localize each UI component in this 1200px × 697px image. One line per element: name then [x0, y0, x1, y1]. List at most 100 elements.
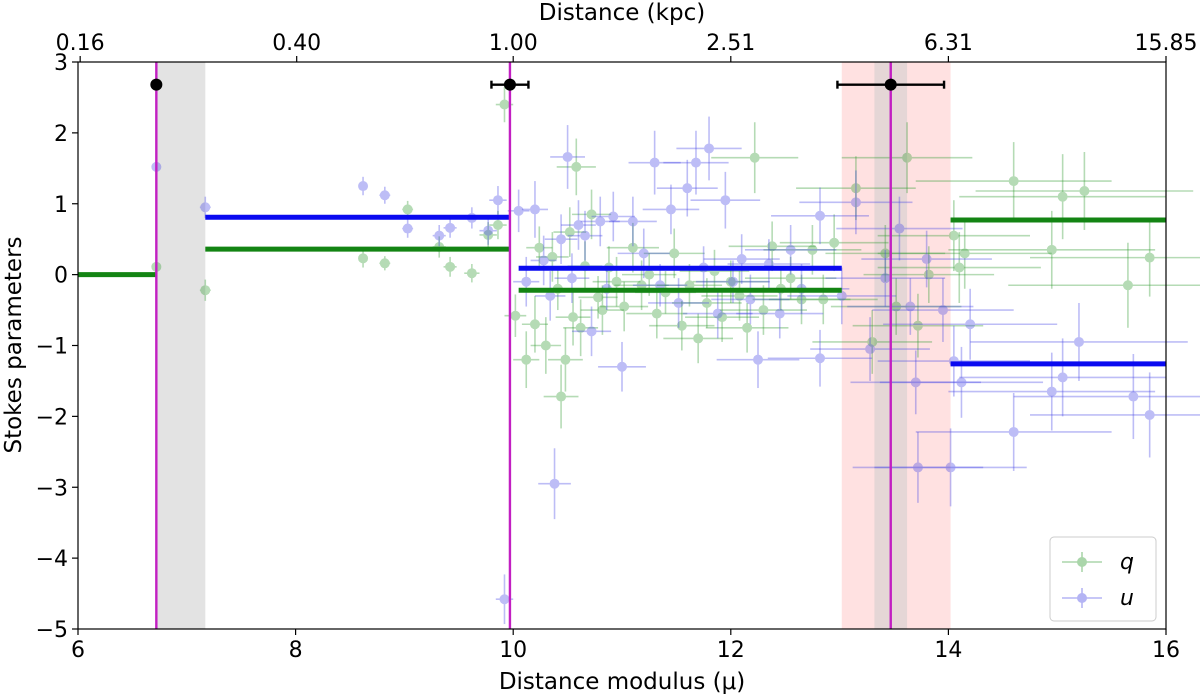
q-point-47 — [719, 285, 807, 335]
u-point-4 — [402, 219, 414, 238]
cloud-marker-1 — [503, 78, 516, 91]
q-point-12 — [513, 331, 540, 389]
u-point-50 — [799, 170, 913, 235]
u-point-48 — [767, 329, 873, 387]
q-point-6 — [443, 256, 457, 277]
q-marker-36 — [669, 248, 680, 259]
u-point-62 — [883, 288, 1058, 360]
q-point-27 — [580, 285, 625, 335]
u-point-13 — [521, 181, 549, 238]
q-marker-19 — [560, 354, 571, 365]
q-marker-66 — [1046, 244, 1057, 255]
q-marker-44 — [734, 290, 745, 301]
u-point-23 — [580, 196, 620, 247]
u-marker-52 — [880, 273, 891, 284]
u-point-40 — [703, 234, 780, 284]
q-marker-14 — [534, 242, 545, 253]
u-point-38 — [690, 171, 761, 229]
q-point-29 — [592, 256, 641, 307]
u-point-36 — [676, 116, 742, 181]
u-marker-12 — [521, 276, 532, 287]
u-marker-42 — [753, 354, 763, 365]
x-tick-label-0: 6 — [71, 638, 85, 663]
u-marker-10 — [499, 594, 510, 605]
u-marker-31 — [665, 204, 676, 215]
u-marker-9 — [492, 195, 503, 206]
q-point-20 — [553, 207, 587, 257]
x-tick-label-3: 12 — [717, 638, 745, 663]
u-marker-28 — [638, 248, 649, 259]
q-point-44 — [701, 271, 778, 321]
u-marker-3 — [379, 190, 390, 201]
q-marker-33 — [644, 269, 655, 280]
u-point-31 — [642, 184, 700, 235]
u-marker-14 — [538, 255, 549, 266]
u-marker-27 — [627, 216, 638, 227]
u-marker-63 — [1008, 426, 1019, 437]
u-point-17 — [544, 214, 578, 264]
q-marker-55 — [850, 183, 861, 194]
q-marker-26 — [593, 292, 604, 303]
legend-box — [1049, 536, 1157, 622]
u-point-29 — [628, 130, 681, 195]
u-marker-6 — [445, 222, 456, 233]
top-tick-label-2: 1.00 — [489, 31, 538, 56]
u-marker-54 — [905, 301, 916, 312]
u-marker-66 — [1128, 391, 1139, 402]
q-point-25 — [571, 189, 612, 240]
u-marker-58 — [937, 305, 948, 316]
u-marker-8 — [483, 225, 494, 236]
q-marker-63 — [954, 262, 965, 273]
u-marker-18 — [562, 151, 573, 162]
q-marker-9 — [492, 220, 503, 231]
q-marker-69 — [1122, 280, 1133, 291]
q-point-57 — [825, 225, 946, 282]
q-marker-20 — [564, 227, 575, 238]
q-point-48 — [728, 221, 816, 272]
q-point-33 — [622, 253, 677, 296]
band-grey-0 — [156, 62, 206, 629]
u-point-9 — [489, 186, 507, 215]
u-point-15 — [534, 271, 566, 321]
cloud-markers — [150, 78, 946, 91]
q-point-14 — [526, 226, 553, 269]
q-point-31 — [606, 222, 659, 273]
q-point-13 — [521, 295, 549, 353]
q-point-8 — [479, 222, 497, 248]
top-tick-label-0: 0.16 — [56, 31, 105, 56]
q-marker-15 — [540, 340, 551, 351]
x-tick-label-2: 10 — [499, 638, 527, 663]
q-point-16 — [536, 232, 569, 282]
u-marker-5 — [434, 230, 445, 241]
u-point-26 — [598, 341, 646, 392]
y-tick-label-8: 3 — [54, 51, 68, 76]
y-tick-label-4: −1 — [36, 335, 68, 360]
u-marker-4 — [402, 223, 413, 234]
q-marker-4 — [402, 204, 413, 215]
u-point-18 — [550, 125, 586, 189]
q-marker-13 — [529, 319, 540, 330]
q-point-11 — [504, 294, 527, 337]
legend-label-u: u — [1120, 586, 1134, 611]
u-point-33 — [656, 159, 718, 217]
q-marker-62 — [948, 230, 959, 241]
q-marker-27 — [597, 305, 608, 316]
q-point-40 — [672, 278, 742, 328]
u-marker-49 — [836, 290, 847, 301]
q-marker-1 — [200, 285, 211, 296]
q-point-34 — [626, 288, 688, 339]
q-point-55 — [796, 156, 916, 221]
u-marker-2 — [358, 181, 369, 192]
u-marker-33 — [682, 183, 693, 194]
u-marker-45 — [785, 244, 796, 255]
q-marker-12 — [521, 354, 532, 365]
q-point-60 — [852, 293, 984, 358]
q-point-21 — [555, 288, 591, 346]
q-point-39 — [663, 313, 733, 364]
u-point-32 — [648, 278, 710, 328]
q-point-50 — [744, 256, 837, 300]
q-point-2 — [358, 249, 369, 268]
q-point-64 — [877, 217, 1052, 289]
q-marker-48 — [767, 241, 778, 252]
